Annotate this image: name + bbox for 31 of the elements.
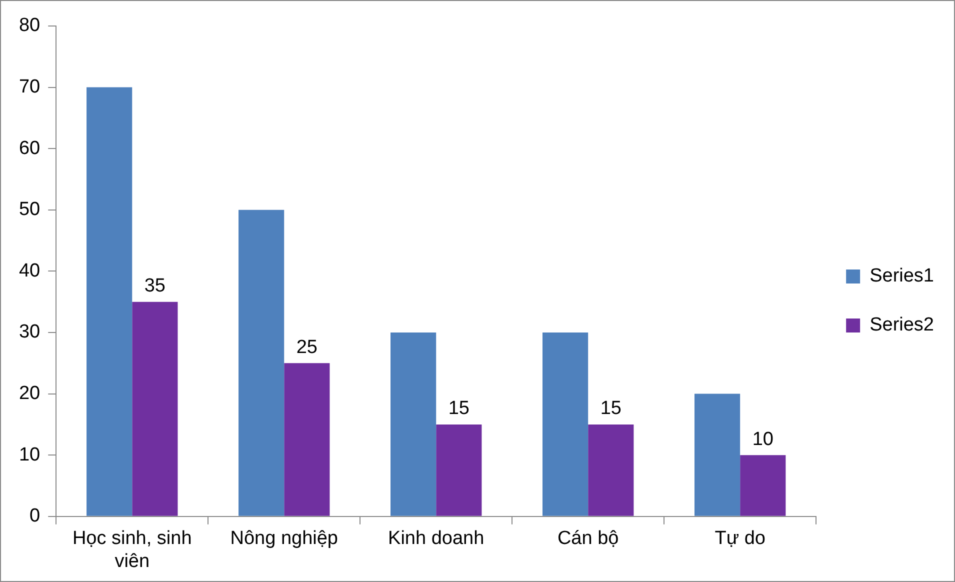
y-tick-label: 0	[30, 506, 40, 527]
legend-label: Series1	[870, 266, 934, 287]
y-tick-label: 20	[18, 383, 40, 404]
bar	[86, 87, 132, 516]
y-tick-label: 80	[18, 15, 40, 36]
x-tick-label: Tự do	[714, 528, 766, 550]
bar	[436, 424, 482, 516]
data-label: 10	[752, 428, 774, 450]
data-label: 15	[448, 398, 470, 420]
y-tick-label: 50	[18, 199, 40, 220]
legend-label: Series2	[870, 314, 934, 336]
data-label: 35	[144, 276, 166, 297]
bar	[542, 332, 588, 516]
bar	[694, 394, 740, 516]
bar	[238, 210, 284, 516]
bar	[284, 363, 330, 516]
data-label: 15	[600, 398, 622, 420]
bar	[390, 332, 436, 516]
y-tick-label: 60	[18, 138, 40, 159]
bar	[588, 424, 634, 516]
bar	[740, 455, 786, 516]
x-tick-label: Cán bộ	[557, 528, 619, 550]
y-tick-label: 40	[18, 260, 40, 282]
y-tick-label: 10	[18, 444, 40, 466]
data-label: 25	[296, 336, 318, 358]
x-tick-label: Học sinh, sinh viên	[72, 528, 192, 572]
bar	[132, 302, 178, 516]
x-tick-label: Nông nghiệp	[230, 528, 338, 550]
x-tick-label: Kinh doanh	[388, 528, 484, 550]
y-tick-label: 70	[18, 76, 40, 98]
y-tick-label: 30	[18, 322, 40, 343]
